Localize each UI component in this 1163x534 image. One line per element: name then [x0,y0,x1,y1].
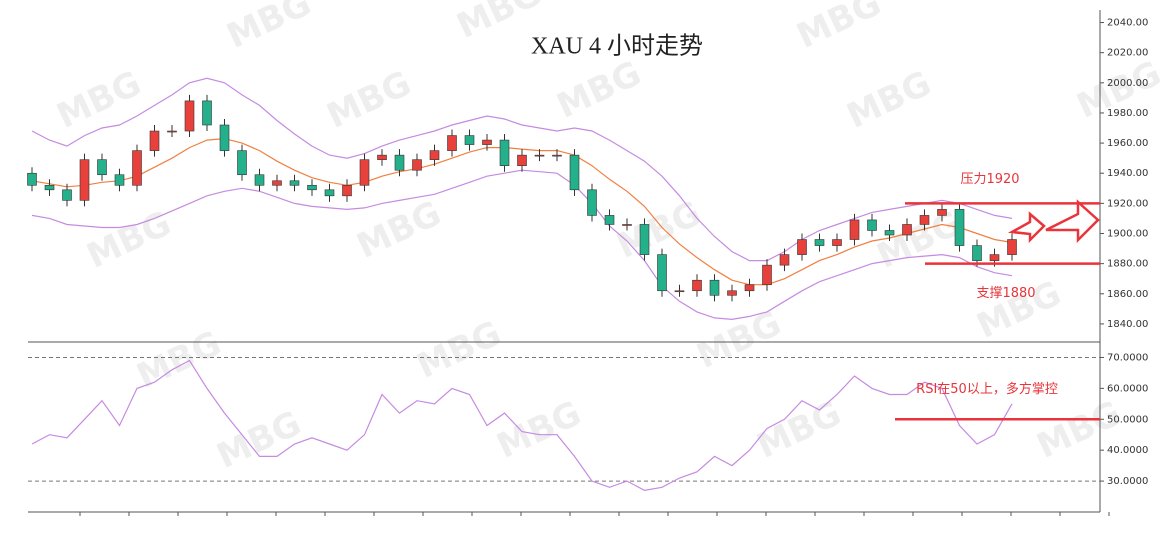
level-label: 压力1920 [960,172,1019,187]
candle-body [884,230,895,236]
candle-body [219,124,230,151]
candle-body [622,224,632,226]
candle-body [727,290,737,296]
y-tick-label: 2020.00 [1107,48,1148,59]
candle-body [1007,239,1017,255]
y-tick-label: 2000.00 [1107,78,1148,89]
candle-body [167,130,177,133]
y-tick-label: 30.0000 [1107,476,1148,487]
line [31,77,1013,262]
arrow [1007,211,1046,244]
candle-body [464,135,475,145]
candle-body [202,100,212,126]
arrow [1045,199,1100,244]
candle-body [27,172,37,186]
arrows [1007,199,1100,244]
candle-body [429,150,440,160]
candle-body [709,279,720,296]
candle-body [762,264,772,286]
candle-body [307,184,317,191]
candle-body [237,150,247,176]
candle-body [447,135,457,151]
candle-body [919,215,930,225]
y-tick-label: 1840.00 [1107,319,1148,330]
candle-body [394,154,405,171]
candle-body [797,239,807,255]
y-tick-label: 50.0000 [1107,414,1148,425]
line [31,137,1013,286]
y-tick-label: 2040.00 [1107,18,1148,29]
candle-body [482,139,492,145]
candle-body [377,154,387,160]
candle-body [412,159,422,171]
candle-body [779,254,790,266]
y-tick-label: 1860.00 [1107,289,1148,300]
candle-body [867,219,877,231]
y-tick-label: 60.0000 [1107,383,1148,394]
candle-body [674,290,685,293]
level-label: 支撑1880 [976,286,1035,301]
chart-title: XAU 4 小时走势 [531,33,703,60]
candle-body [604,215,615,225]
candle-body [324,189,335,197]
candle-body [254,174,265,186]
candle-body [359,159,370,186]
candle-body [639,224,650,255]
candle-body [657,254,667,292]
y-tick-label: 40.0000 [1107,445,1148,456]
y-tick-label: 70.0000 [1107,352,1148,363]
y-tick-label: 1920.00 [1107,198,1148,209]
candle-body [62,189,72,201]
candle-body [44,184,55,191]
candle-body [744,284,755,292]
candle-body [587,189,597,216]
candle-body [342,184,352,197]
candle-body [184,100,195,132]
candle-body [97,159,107,176]
candle-body [989,254,1000,261]
y-tick-label: 1960.00 [1107,138,1148,149]
candle-body [692,279,702,292]
candle-body [149,130,160,151]
candle-body [814,239,825,246]
candle-body [499,139,510,166]
candle-body [534,154,545,157]
candle-body [132,150,142,186]
y-tick-label: 1980.00 [1107,108,1148,119]
candle-body [569,154,580,191]
candle-body [79,159,90,201]
y-tick-label: 1940.00 [1107,168,1148,179]
y-tick-label: 1900.00 [1107,229,1148,240]
candle-body [832,239,842,246]
candle-body [902,224,912,236]
candle-body [954,209,965,246]
candle-body [972,245,982,261]
candle-body [272,180,282,186]
candle-body [114,174,125,186]
level-label: RSI在50以上，多方掌控 [916,381,1058,397]
candle-body [849,219,860,240]
candle-body [552,154,562,157]
line [31,359,1013,492]
candle-body [937,209,947,216]
y-tick-label: 1880.00 [1107,259,1148,270]
candle-body [289,180,300,186]
candle-body [517,154,527,166]
